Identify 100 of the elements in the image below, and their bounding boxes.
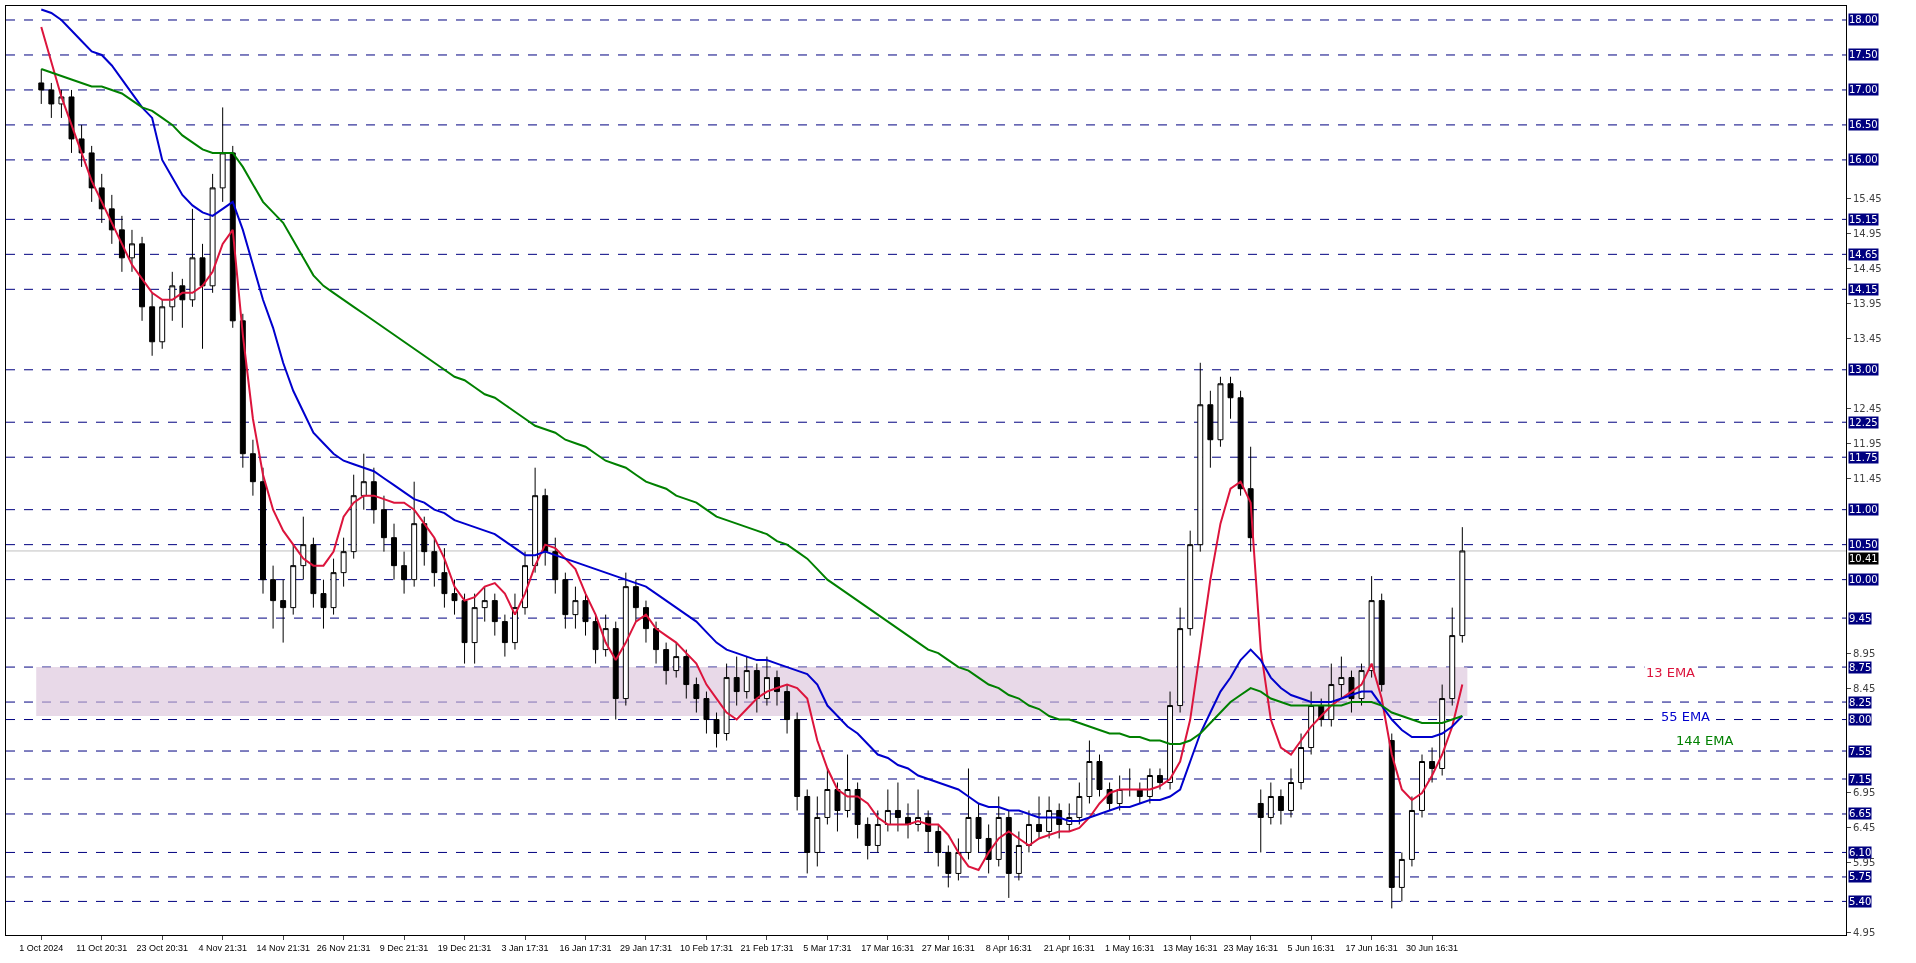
- candlestick: [612, 621, 619, 721]
- ref-line-label: 8.25: [1849, 697, 1872, 708]
- x-tick-label: 5 Jun 16:31: [1287, 942, 1335, 953]
- candlestick: [572, 586, 579, 630]
- candlestick: [854, 782, 861, 839]
- candlestick: [1338, 656, 1345, 700]
- candlestick: [501, 614, 508, 658]
- candlestick: [844, 754, 851, 818]
- candlestick: [925, 809, 932, 853]
- candlestick: [451, 579, 458, 616]
- candlestick: [693, 677, 700, 714]
- candlestick: [653, 621, 660, 665]
- candlestick: [199, 243, 206, 350]
- x-tick-label: 21 Feb 17:31: [740, 942, 794, 953]
- ref-line-label: 17.00: [1849, 84, 1878, 95]
- x-tick-label: 17 Mar 16:31: [861, 942, 915, 953]
- candlestick: [552, 537, 559, 595]
- candlestick: [743, 656, 750, 700]
- candlestick: [1378, 593, 1385, 693]
- candlestick: [945, 844, 952, 888]
- y-tick-label: 13.45: [1853, 332, 1882, 344]
- candlestick: [270, 565, 277, 630]
- ref-line-label: 12.25: [1849, 417, 1878, 428]
- candlestick: [592, 614, 599, 665]
- candlestick: [179, 278, 186, 329]
- x-tick-label: 3 Jan 17:31: [501, 942, 549, 953]
- ref-line-label: 6.65: [1849, 808, 1872, 819]
- ref-line-label: 9.45: [1849, 613, 1872, 624]
- candlestick: [471, 593, 478, 665]
- candlestick: [370, 467, 377, 525]
- candlestick: [824, 768, 831, 825]
- candlestick: [1036, 795, 1042, 839]
- candlestick: [1187, 530, 1194, 637]
- y-tick-label: 8.95: [1853, 647, 1876, 659]
- candlestick: [1368, 575, 1375, 679]
- candlestick: [1207, 390, 1214, 469]
- ref-line-label: 8.00: [1849, 714, 1872, 725]
- candlestick: [935, 823, 942, 867]
- candlestick: [683, 649, 690, 700]
- x-tick-label: 14 Nov 21:31: [256, 942, 310, 953]
- ref-line-label: 16.50: [1849, 119, 1878, 130]
- ref-line-label: 16.00: [1849, 154, 1878, 165]
- candlestick: [995, 795, 1002, 867]
- text: 13 EMA: [1646, 665, 1696, 680]
- candlestick: [411, 481, 418, 588]
- candlestick: [391, 523, 397, 581]
- candlestick: [330, 558, 337, 616]
- y-tick-label: 5.95: [1853, 857, 1876, 869]
- candlestick: [1076, 782, 1083, 825]
- candlestick: [1096, 754, 1103, 797]
- ref-line-label: 11.75: [1849, 452, 1878, 463]
- y-tick-label: 15.45: [1853, 192, 1882, 204]
- ref-line-label: 7.55: [1849, 746, 1872, 757]
- candlestick: [622, 572, 629, 707]
- ref-line-label: 5.75: [1849, 871, 1872, 882]
- candlestick: [310, 537, 317, 609]
- x-tick-label: 1 May 16:31: [1104, 942, 1155, 953]
- ref-line-label: 14.65: [1849, 249, 1878, 260]
- candlestick: [380, 495, 387, 553]
- x-tick-label: 30 Jun 16:31: [1406, 942, 1459, 953]
- ref-line-label: 15.15: [1849, 214, 1878, 225]
- ref-line-label: 17.50: [1849, 49, 1878, 60]
- candlestick: [733, 656, 740, 707]
- candlestick: [169, 271, 176, 322]
- x-tick-label: 16 Jan 17:31: [559, 942, 612, 953]
- candlestick: [1298, 733, 1305, 790]
- candlestick: [209, 173, 216, 294]
- candlestick: [753, 663, 760, 714]
- candlestick: [1398, 851, 1405, 902]
- candlestick: [1116, 775, 1123, 811]
- ref-line-label: 14.15: [1849, 284, 1878, 295]
- candlestick: [884, 788, 891, 832]
- candlestick: [562, 572, 569, 630]
- candlestick: [804, 788, 811, 874]
- candlestick: [1005, 809, 1012, 899]
- candlestick: [159, 299, 166, 350]
- candlestick: [1126, 768, 1133, 797]
- candlestick: [1217, 376, 1224, 448]
- candlestick: [532, 467, 539, 574]
- candlestick: [1177, 607, 1184, 714]
- candlestick: [280, 579, 287, 644]
- y-tick-label: 11.95: [1853, 437, 1882, 449]
- candlestick: [300, 516, 307, 581]
- candlestick: [632, 579, 639, 623]
- candlestick: [1237, 390, 1244, 497]
- candlestick: [1277, 788, 1284, 825]
- candlestick: [1267, 782, 1274, 825]
- candlestick: [431, 537, 438, 588]
- y-tick-label: 6.95: [1853, 787, 1876, 799]
- candlestick: [219, 106, 226, 203]
- candlestick: [1167, 691, 1174, 790]
- y-tick-label: 14.95: [1853, 227, 1882, 239]
- candlestick: [905, 802, 911, 839]
- candlestick: [1025, 809, 1032, 853]
- candlestick: [350, 474, 357, 560]
- x-tick-label: 10 Feb 17:31: [679, 942, 733, 953]
- x-tick-label: 29 Jan 17:31: [619, 942, 672, 953]
- ref-line-label: 10.00: [1849, 574, 1878, 585]
- candlestick: [149, 292, 156, 357]
- x-tick-label: 27 Mar 16:31: [921, 942, 975, 953]
